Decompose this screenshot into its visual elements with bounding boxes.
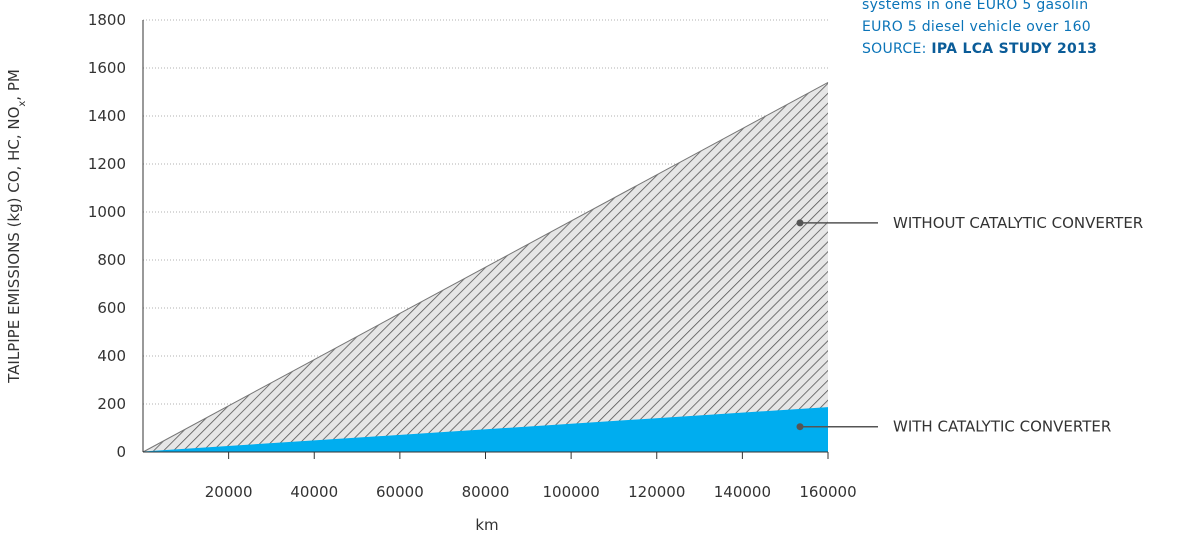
legend: WITHOUT CATALYTIC CONVERTER WITH CATALYTI… [796,214,1143,436]
x-tick-label: 140000 [714,483,771,501]
grid-lines [143,19,828,405]
y-tick-label: 200 [97,395,126,413]
y-axis-ticks: 0 200 400 600 800 1000 1200 1400 1600 1800 [88,11,126,461]
y-tick-label: 400 [97,347,126,365]
x-axis-title: km [475,516,498,534]
y-tick-label: 0 [116,443,126,461]
source-value: IPA LCA STUDY 2013 [931,41,1098,57]
x-tick-label: 100000 [542,483,599,501]
note-line-2: EURO 5 diesel vehicle over 160 [862,19,1091,35]
x-tick-label: 60000 [376,483,424,501]
plot-area [142,81,829,453]
source-note: systems in one EURO 5 gasolin EURO 5 die… [862,0,1177,60]
x-tick-label: 20000 [205,483,253,501]
x-tick-label: 160000 [799,483,856,501]
y-tick-label: 1000 [88,203,126,221]
x-tick-label: 120000 [628,483,685,501]
x-tick-label: 40000 [290,483,338,501]
y-tick-label: 800 [97,251,126,269]
y-axis-title: TAILPIPE EMISSIONS (kg) CO, HC, NOx, PM [5,69,28,384]
y-tick-label: 1200 [88,155,126,173]
legend-without-converter-label: WITHOUT CATALYTIC CONVERTER [893,214,1143,232]
area-without-converter-edge [142,81,829,453]
source-label: SOURCE: [862,41,932,57]
note-line-1: systems in one EURO 5 gasolin [862,0,1089,13]
y-tick-label: 600 [97,299,126,317]
area-with-converter-edge [142,407,829,453]
x-axis-ticks: 20000 40000 60000 80000 100000 120000 140000 16… [205,452,857,501]
y-tick-label: 1400 [88,107,126,125]
y-tick-label: 1600 [88,59,126,77]
legend-with-converter-label: WITH CATALYTIC CONVERTER [893,418,1111,436]
y-tick-label: 1800 [88,11,126,29]
x-tick-label: 80000 [462,483,510,501]
note-source: SOURCE: IPA LCA STUDY 2013 [862,38,1177,60]
